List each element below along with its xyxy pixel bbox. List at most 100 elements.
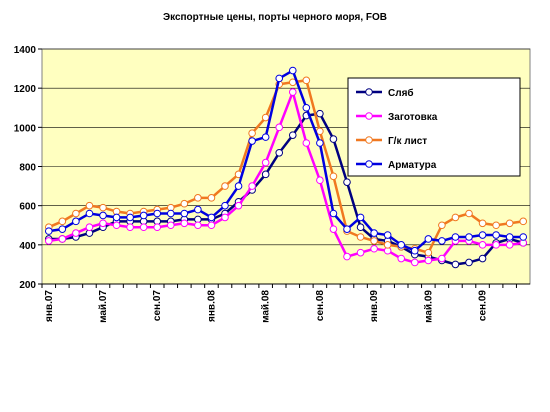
x-tick-label: май.07 <box>98 290 109 323</box>
point <box>356 223 365 232</box>
y-tick-label: 200 <box>19 280 36 291</box>
y-tick-label: 800 <box>19 163 36 174</box>
point <box>58 217 67 226</box>
point <box>248 182 256 190</box>
y-tick-label: 1400 <box>14 45 37 56</box>
point <box>424 248 433 257</box>
point <box>478 219 487 228</box>
point <box>85 209 94 218</box>
point <box>465 258 473 267</box>
point <box>383 231 392 239</box>
legend-marker <box>365 160 373 168</box>
point <box>221 182 229 190</box>
point <box>438 237 446 245</box>
point <box>72 209 80 218</box>
x-tick-label: сен.09 <box>478 290 489 322</box>
point <box>207 221 216 230</box>
x-tick-label: янв.08 <box>206 290 217 322</box>
point <box>316 109 324 118</box>
point <box>465 209 473 218</box>
point <box>180 199 189 208</box>
point <box>356 248 365 257</box>
point <box>275 148 284 157</box>
point <box>139 211 148 220</box>
point <box>370 237 378 245</box>
y-tick-label: 1200 <box>14 84 37 95</box>
point <box>505 241 514 249</box>
point <box>451 260 460 269</box>
point <box>221 201 229 210</box>
point <box>166 221 175 230</box>
point <box>207 194 216 202</box>
point <box>316 176 324 185</box>
point <box>329 209 338 218</box>
point <box>234 201 243 210</box>
point <box>207 213 216 222</box>
point <box>505 233 514 241</box>
point <box>44 237 53 245</box>
point <box>194 205 202 214</box>
point <box>275 123 284 132</box>
point <box>58 225 67 233</box>
point <box>85 201 94 210</box>
point <box>180 219 189 228</box>
point <box>126 213 134 222</box>
y-tick-label: 1000 <box>14 123 37 134</box>
point <box>397 254 406 263</box>
x-tick-label: янв.07 <box>44 290 55 322</box>
point <box>288 131 297 139</box>
point <box>438 254 446 263</box>
point <box>153 223 162 232</box>
point <box>397 241 406 249</box>
point <box>275 74 284 83</box>
point <box>329 135 338 143</box>
point <box>478 254 487 263</box>
y-tick-label: 400 <box>19 241 36 252</box>
point <box>99 219 107 228</box>
x-tick-label: сен.07 <box>152 290 163 322</box>
point <box>383 241 392 249</box>
point <box>451 213 460 222</box>
point <box>356 233 365 241</box>
point <box>410 258 419 267</box>
point <box>370 229 378 237</box>
point <box>478 231 487 239</box>
legend-label: Сляб <box>388 87 414 99</box>
point <box>478 241 487 249</box>
point <box>126 223 134 232</box>
point <box>288 88 297 96</box>
point <box>248 129 256 138</box>
point <box>166 209 175 218</box>
point <box>424 256 433 265</box>
legend-marker <box>365 136 373 144</box>
point <box>410 246 419 255</box>
point <box>438 221 446 230</box>
point <box>261 158 270 167</box>
point <box>112 213 121 222</box>
point <box>72 229 80 237</box>
legend-label: Арматура <box>388 160 437 171</box>
point <box>99 211 107 220</box>
point <box>58 235 67 243</box>
point <box>424 235 433 243</box>
point <box>261 170 270 179</box>
point <box>492 231 500 239</box>
point <box>99 203 107 212</box>
point <box>492 221 500 230</box>
x-tick-label: май.08 <box>261 290 272 323</box>
point <box>180 209 189 218</box>
point <box>85 223 94 232</box>
point <box>505 219 514 228</box>
point <box>316 139 324 147</box>
legend-marker <box>365 112 373 120</box>
chart-title: Экспортные цены, порты черного моря, FOB <box>163 12 387 23</box>
y-tick-label: 600 <box>19 202 36 213</box>
point <box>72 217 80 226</box>
point <box>302 76 311 85</box>
legend-box <box>347 77 521 177</box>
point <box>194 194 202 202</box>
point <box>139 223 148 232</box>
legend-marker <box>365 88 373 96</box>
legend-label: Г/к лист <box>388 136 427 147</box>
